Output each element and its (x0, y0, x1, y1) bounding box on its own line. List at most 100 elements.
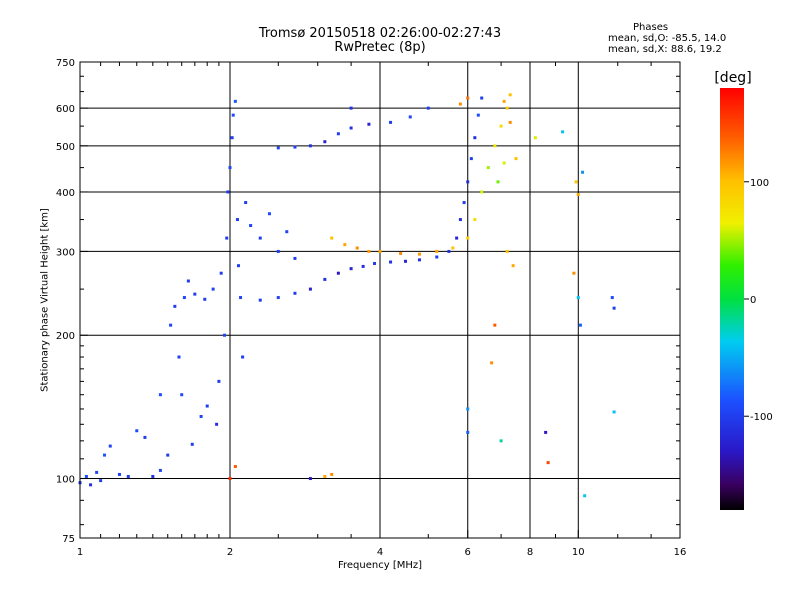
data-point (466, 96, 470, 100)
data-point (462, 201, 466, 205)
x-tick-label: 1 (77, 547, 83, 558)
data-point (217, 379, 221, 383)
data-point (193, 292, 197, 296)
data-point (241, 355, 245, 359)
data-point (417, 252, 421, 256)
data-point (451, 246, 455, 250)
data-point (225, 236, 229, 240)
y-tick-label: 400 (56, 188, 75, 199)
data-point (367, 249, 371, 253)
data-point (103, 453, 107, 457)
data-point (231, 113, 235, 117)
data-point (561, 130, 565, 134)
data-point (502, 161, 506, 165)
data-point (466, 180, 470, 184)
data-point (177, 355, 181, 359)
data-point (293, 145, 297, 149)
data-point (505, 106, 509, 110)
data-point (486, 166, 490, 170)
data-point (258, 298, 262, 302)
data-point (293, 291, 297, 295)
data-point (583, 494, 587, 498)
data-point (249, 224, 253, 228)
data-point (343, 243, 347, 247)
data-point (233, 464, 237, 468)
data-point (108, 444, 112, 448)
x-tick-label: 8 (527, 547, 533, 558)
data-point (508, 93, 512, 97)
chart-title: Tromsø 20150518 02:26:00-02:27:43 (258, 26, 502, 41)
y-tick-label: 100 (56, 475, 75, 486)
x-tick-label: 2 (227, 547, 233, 558)
data-point (236, 264, 240, 268)
data-point (323, 140, 327, 144)
y-tick-label: 300 (56, 247, 75, 258)
data-point (408, 115, 412, 119)
data-point (480, 190, 484, 194)
x-ticks: 1 2 4 6 8 10 16 (77, 62, 687, 558)
data-point (135, 429, 139, 433)
data-point (205, 404, 209, 408)
data-point (84, 474, 88, 478)
data-point (219, 271, 223, 275)
data-point (546, 461, 550, 465)
data-point (330, 236, 334, 240)
data-point (215, 422, 219, 426)
phases-stat-o: mean, sd,O: -85.5, 14.0 (608, 33, 727, 44)
colorbar-tick-label: 0 (750, 295, 756, 306)
colorbar-label: [deg] (714, 70, 752, 86)
data-point (493, 144, 497, 148)
data-point (389, 260, 393, 264)
data-point (235, 218, 239, 222)
data-point (576, 296, 580, 300)
y-tick-label: 500 (56, 142, 75, 153)
x-tick-label: 4 (377, 547, 383, 558)
data-point (336, 132, 340, 136)
data-point (349, 126, 353, 130)
data-point (473, 218, 477, 222)
data-point (508, 120, 512, 124)
y-tick-label: 600 (56, 104, 75, 115)
y-tick-label: 200 (56, 331, 75, 342)
x-tick-label: 16 (674, 547, 687, 558)
data-point (511, 264, 515, 268)
data-point (182, 296, 186, 300)
data-point (466, 430, 470, 434)
data-point (426, 106, 430, 110)
x-axis-label: Frequency [MHz] (337, 560, 423, 571)
colorbar (720, 88, 744, 510)
data-point (544, 430, 548, 434)
data-point (469, 157, 473, 161)
data-point (476, 113, 480, 117)
y-tick-label: 75 (62, 534, 75, 545)
data-point (389, 120, 393, 124)
data-point (514, 157, 518, 161)
data-points (78, 93, 616, 498)
data-point (355, 246, 359, 250)
data-point (576, 193, 580, 197)
data-point (490, 361, 494, 365)
data-point (169, 323, 173, 327)
data-point (417, 258, 421, 262)
data-point (455, 236, 459, 240)
data-point (158, 468, 162, 472)
data-point (458, 218, 462, 222)
data-point (166, 453, 170, 457)
data-point (223, 333, 227, 337)
data-point (403, 259, 407, 263)
data-point (572, 271, 576, 275)
data-point (285, 230, 289, 234)
x-tick-label: 6 (465, 547, 471, 558)
data-point (496, 180, 500, 184)
data-point (330, 472, 334, 476)
phases-header: Phases (633, 22, 669, 33)
data-point (308, 144, 312, 148)
data-point (180, 393, 184, 397)
data-point (533, 136, 537, 140)
data-point (276, 296, 280, 300)
data-point (126, 474, 130, 478)
phases-stat-x: mean, sd,X: 88.6, 19.2 (608, 44, 722, 55)
data-point (480, 96, 484, 100)
data-point (349, 267, 353, 271)
data-point (228, 166, 232, 170)
